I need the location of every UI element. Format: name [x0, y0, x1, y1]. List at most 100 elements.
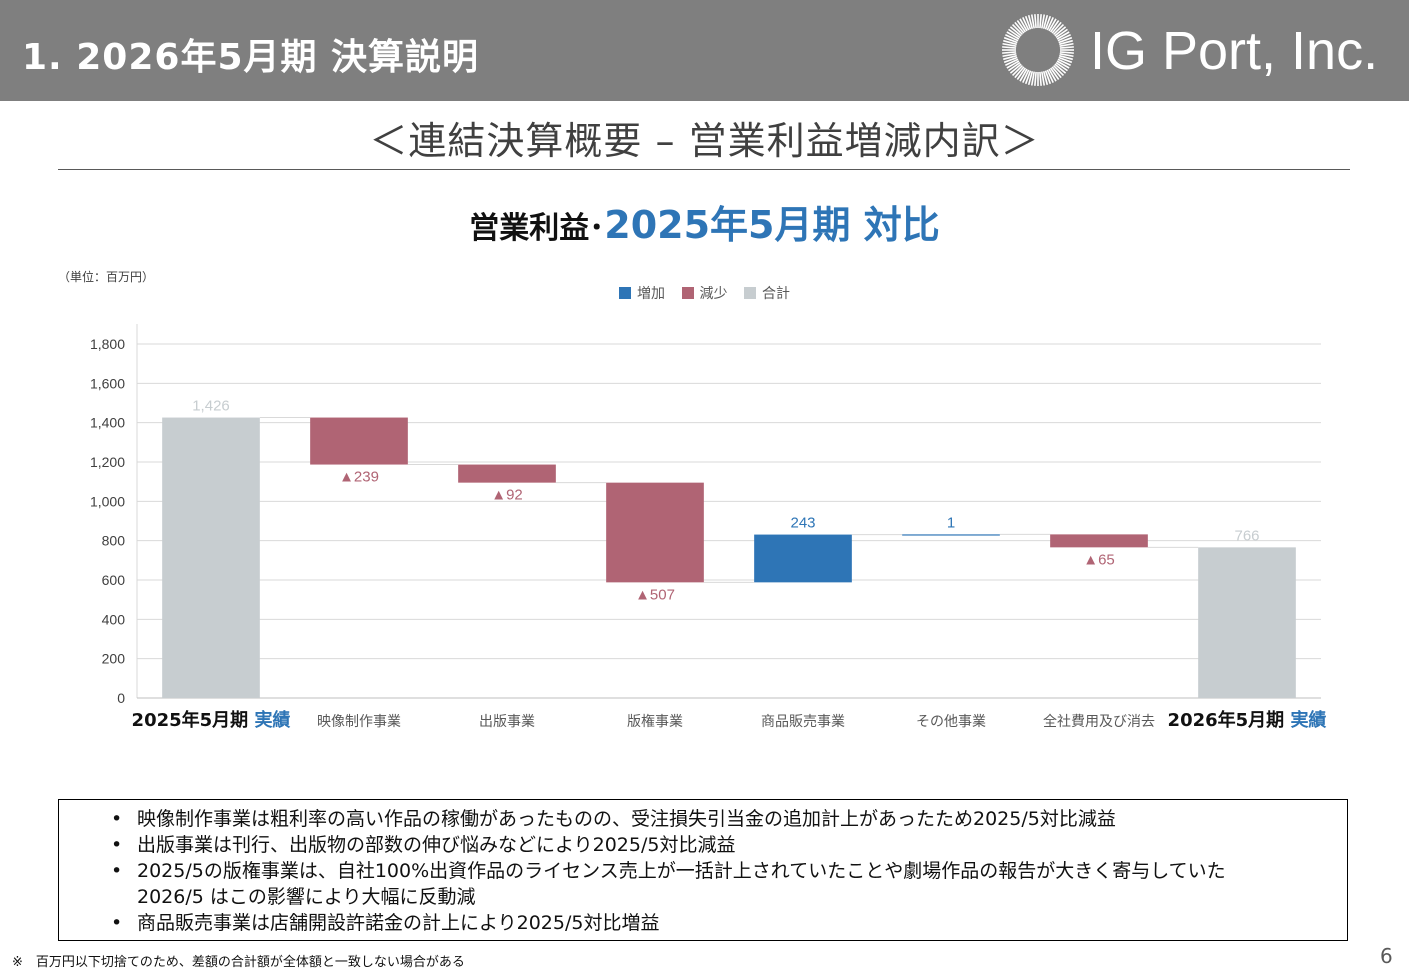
y-tick-label: 600	[102, 572, 126, 588]
logo-ray	[1034, 71, 1037, 86]
logo-ray	[1003, 36, 1018, 44]
data-label: ▲65	[1083, 551, 1115, 568]
bar-total	[1198, 547, 1296, 698]
logo-ray	[1059, 53, 1074, 58]
logo-ray	[1024, 70, 1032, 85]
logo-ray	[1009, 26, 1022, 37]
logo-ray	[1019, 68, 1028, 82]
logo-ray	[1056, 60, 1070, 69]
logo-ray	[1014, 21, 1025, 34]
logo-ray	[1002, 42, 1017, 47]
logo-ray	[1046, 17, 1054, 31]
legend-label: 合計	[761, 286, 790, 302]
y-tick-label: 0	[117, 690, 125, 706]
logo-ray	[1058, 56, 1073, 64]
notes-list: 映像制作事業は粗利率の高い作品の稼働があったものの、受注損失引当金の追加計上があ…	[59, 800, 1347, 936]
y-tick-label: 400	[102, 611, 126, 627]
logo-ray	[1054, 26, 1067, 37]
logo-ray	[1042, 71, 1049, 85]
chart-legend: 増加 減少 合計	[0, 283, 1409, 303]
logo-ray	[1049, 67, 1060, 80]
logo-ray	[1024, 15, 1032, 30]
logo-ray	[1008, 61, 1021, 72]
logo-ray	[1005, 34, 1019, 42]
logo-ray	[1030, 14, 1035, 29]
bar-increase	[902, 534, 1000, 536]
note-item: 出版事業は刊行、出版物の部数の伸び悩みなどにより2025/5対比減益	[111, 832, 1347, 858]
logo-ray	[1016, 20, 1027, 33]
logo-ray	[1027, 71, 1034, 85]
legend-label: 減少	[699, 286, 728, 302]
logo-ray	[1044, 15, 1052, 30]
logo-ray	[1039, 71, 1042, 86]
logo-ray	[1052, 23, 1065, 36]
data-label: 1	[947, 514, 955, 531]
logo-ray	[1003, 39, 1017, 46]
logo-sunburst-icon	[1002, 14, 1074, 86]
footnote: ※ 百万円以下切捨てのため、差額の合計額が全体額と一致しない場合がある	[12, 955, 465, 970]
logo-ray	[1002, 51, 1017, 54]
logo-ray	[1002, 46, 1017, 49]
logo-ray	[1009, 63, 1022, 74]
logo-ray	[1059, 54, 1073, 61]
x-category-label: 映像制作事業	[317, 714, 401, 730]
logo-ray	[1052, 64, 1065, 77]
logo-ray	[1051, 21, 1062, 34]
logo-ray	[1011, 64, 1024, 77]
page-number: 6	[1380, 944, 1393, 968]
data-label: ▲92	[491, 487, 523, 504]
legend-swatch-increase	[619, 287, 632, 299]
x-category-label: その他事業	[916, 714, 986, 730]
note-item: 2025/5の版権事業は、自社100%出資作品のライセンス売上が一括計上されてい…	[111, 858, 1347, 884]
bar-decrease	[458, 464, 556, 483]
logo-ray	[1049, 20, 1060, 33]
logo-ray	[1030, 71, 1035, 86]
logo-ray	[1058, 36, 1073, 44]
logo-ray	[1041, 71, 1046, 86]
note-item: 映像制作事業は粗利率の高い作品の稼働があったものの、受注損失引当金の追加計上があ…	[111, 806, 1347, 832]
section-title: 1. 2026年5月期 決算説明	[22, 37, 480, 78]
x-category-label: 版権事業	[627, 713, 683, 730]
logo-ray	[1051, 66, 1062, 79]
x-category-label: 全社費用及び消去	[1043, 713, 1155, 730]
data-label: 766	[1234, 527, 1259, 544]
logo-ray	[1059, 42, 1074, 47]
chart-title-highlight: 2025年5月期 対比	[604, 203, 940, 247]
x-category-label: 2025年5月期 実績	[132, 709, 291, 731]
x-category-label: 2026年5月期 実績	[1168, 709, 1327, 731]
y-tick-label: 1,800	[90, 336, 125, 352]
waterfall-chart: 0 200 400 600 800 1,000 1,200 1,400 1,600 1,800 1,…	[90, 324, 1327, 731]
logo-ray	[1011, 23, 1024, 36]
logo-ray	[1016, 67, 1027, 80]
logo-ray	[1003, 56, 1018, 64]
data-label: 1,426	[192, 398, 230, 415]
logo-ray	[1019, 18, 1028, 32]
logo-text: IG Port, Inc.	[1090, 21, 1379, 81]
logo-ray	[1059, 46, 1074, 49]
unit-label: （単位：百万円）	[58, 270, 155, 284]
legend-item-increase: 増加	[619, 283, 665, 303]
chart-title-prefix: 営業利益･	[469, 211, 605, 246]
legend-item-total: 合計	[743, 283, 790, 303]
logo-ray	[1005, 58, 1019, 66]
logo-ray	[1022, 17, 1030, 31]
logo-ray	[1006, 60, 1020, 69]
logo-ray	[1002, 53, 1017, 58]
header-bar: 1. 2026年5月期 決算説明 IG Port, Inc.	[0, 0, 1409, 101]
divider	[58, 169, 1350, 170]
company-logo: IG Port, Inc.	[1000, 12, 1400, 90]
y-tick-label: 800	[102, 533, 126, 549]
y-tick-label: 1,600	[90, 375, 125, 391]
y-tick-label: 1,000	[90, 493, 125, 509]
logo-ray	[1039, 14, 1042, 29]
legend-item-decrease: 減少	[681, 283, 728, 303]
logo-ray	[1041, 14, 1046, 29]
logo-ray	[1006, 31, 1020, 40]
logo-ray	[1048, 18, 1057, 32]
slide-subtitle: ＜連結決算概要 – 営業利益増減内訳＞	[369, 119, 1040, 163]
logo-ray	[1056, 31, 1070, 40]
logo-ray	[1046, 69, 1054, 83]
logo-ray	[1059, 39, 1073, 46]
legend-swatch-total	[743, 287, 756, 299]
y-tick-label: 200	[102, 651, 126, 667]
